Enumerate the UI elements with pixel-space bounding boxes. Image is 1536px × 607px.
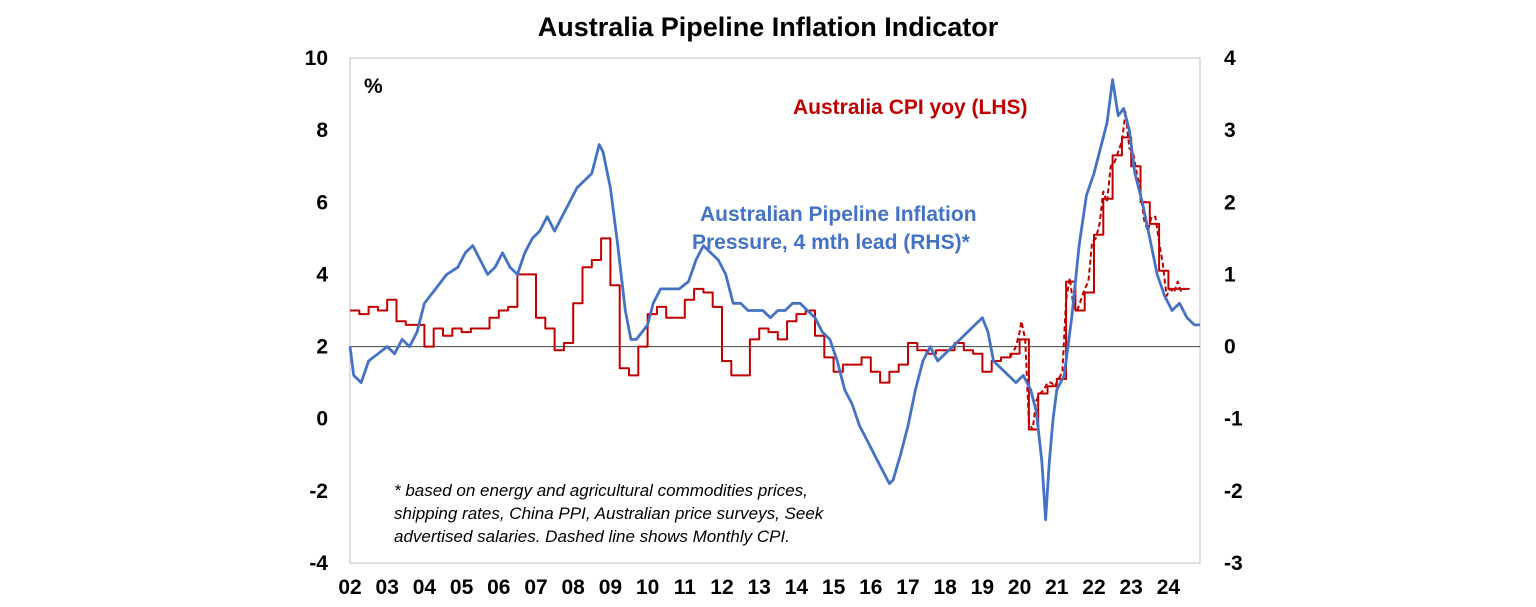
right-tick-label: 4 [1224,47,1236,70]
right-tick-label: 0 [1224,336,1236,359]
x-tick-label: 11 [674,576,697,599]
chart-title: Australia Pipeline Inflation Indicator [538,12,999,42]
series-layer [348,78,1200,522]
x-tick-label: 05 [450,576,474,599]
x-tick-label: 20 [1008,576,1031,599]
right-axis-ticks: -3 -2 -1 0 1 2 3 4 [1224,47,1243,575]
footnote-line-2: shipping rates, China PPI, Australian pr… [394,504,825,523]
cpi-series-label: Australia CPI yoy (LHS) [793,96,1028,119]
right-tick-label: 3 [1224,119,1236,142]
left-tick-label: 0 [316,408,328,431]
right-tick-label: -2 [1224,480,1243,503]
x-tick-label: 08 [562,576,586,599]
left-tick-label: 4 [316,263,328,286]
x-tick-label: 06 [487,576,510,599]
left-tick-label: -2 [309,480,328,503]
x-tick-label: 15 [822,576,846,599]
pipeline-series-label-line2: Pressure, 4 mth lead (RHS)* [692,231,971,254]
x-tick-label: 09 [599,576,622,599]
x-tick-label: 17 [896,576,919,599]
cpi-quarterly-line [350,136,1190,431]
right-tick-label: -1 [1224,408,1243,431]
cpi-monthly-dashed-line [1009,111,1183,431]
left-tick-label: 8 [316,119,328,142]
x-tick-label: 16 [859,576,882,599]
pipeline-series-label-line1: Australian Pipeline Inflation [700,203,977,226]
left-tick-label: 6 [316,191,328,214]
x-tick-label: 04 [413,576,437,599]
x-tick-label: 18 [934,576,958,599]
unit-label: % [364,75,383,98]
pipeline-inflation-line [348,78,1200,522]
x-tick-label: 19 [971,576,994,599]
x-tick-label: 12 [710,576,733,599]
left-axis-ticks: -4 -2 0 2 4 6 8 10 [305,47,329,575]
x-tick-label: 24 [1157,576,1181,599]
x-tick-label: 23 [1120,576,1143,599]
right-tick-label: 1 [1224,263,1236,286]
footnote-line-3: advertised salaries. Dashed line shows M… [394,527,790,546]
right-tick-label: -3 [1224,552,1243,575]
x-tick-label: 22 [1082,576,1105,599]
x-axis-ticks: 02 03 04 05 06 07 08 09 10 11 12 13 14 15 16 17 18 19 20 21… [338,576,1180,599]
x-tick-label: 02 [338,576,361,599]
left-tick-label: 2 [316,336,328,359]
x-tick-label: 21 [1045,576,1069,599]
x-tick-label: 13 [748,576,771,599]
x-tick-label: 14 [785,576,809,599]
x-tick-label: 07 [524,576,547,599]
left-tick-label: 10 [305,47,328,70]
left-tick-label: -4 [309,552,328,575]
right-tick-label: 2 [1224,191,1236,214]
x-tick-label: 03 [376,576,399,599]
x-tick-label: 10 [636,576,659,599]
footnote-line-1: * based on energy and agricultural commo… [394,481,808,500]
